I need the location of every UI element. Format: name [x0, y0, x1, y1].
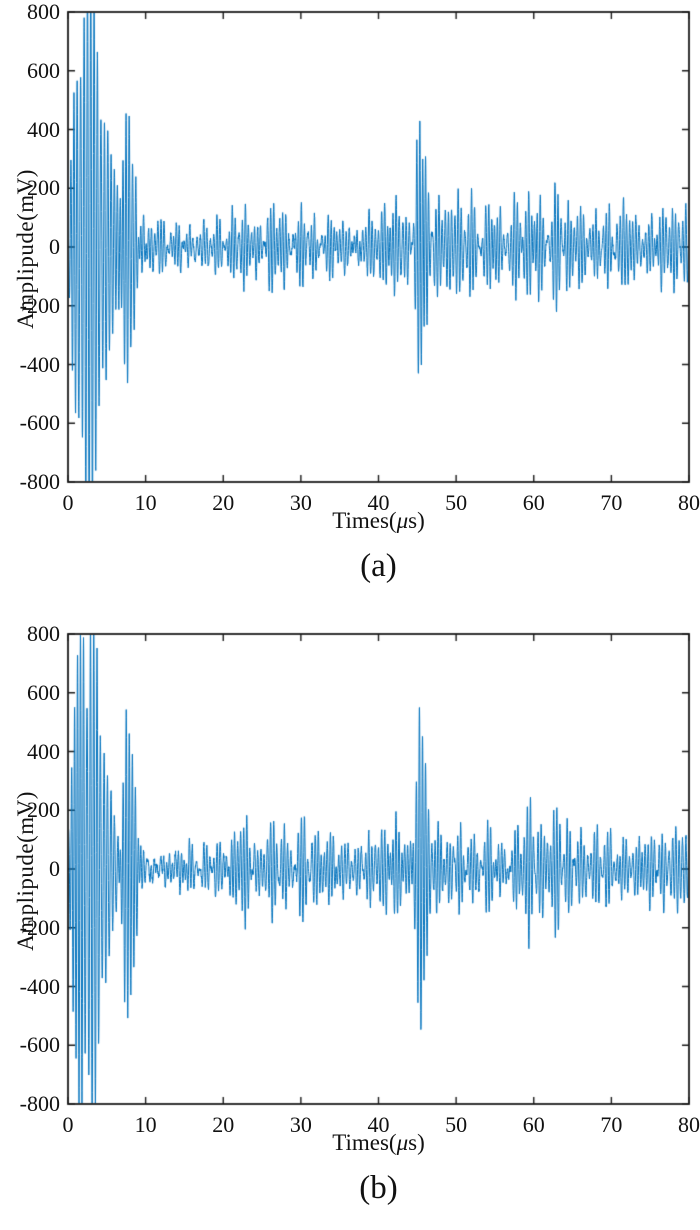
waveform-plot-b [64, 630, 693, 1108]
y-tick-label: -800 [19, 1091, 60, 1116]
y-tick-label: -600 [19, 1032, 60, 1058]
mu-symbol: μ [396, 508, 409, 533]
y-tick-label: 600 [27, 679, 60, 705]
waveform-panel-b: Amplipude(mV) 800 600 400 200 0 -200 -400 -600-… [0, 622, 700, 1230]
panel-caption-a: (a) [360, 548, 397, 584]
y-tick-label: -800 [19, 469, 60, 494]
x-axis-label-unit: s) [408, 508, 425, 533]
y-tick-label: 600 [27, 57, 60, 83]
x-axis-label-text: Times( [332, 508, 397, 533]
mu-symbol: μ [396, 1130, 409, 1155]
x-axis-label-text: Times( [332, 1130, 397, 1155]
y-tick-label: -600 [19, 410, 60, 436]
waveform-plot-a [64, 8, 693, 486]
y-axis-label-b: Amplipude(mV) [13, 791, 38, 951]
x-axis-label-unit: s) [408, 1130, 425, 1155]
x-axis-label-a: Times(μs) [68, 508, 689, 534]
panel-caption-b: (b) [359, 1170, 398, 1206]
y-axis-label-a: Amplipude(mV) [13, 169, 38, 329]
waveform-panel-a: Amplipude(mV) 800 600 400 200 0 -200 -400 -600-… [13, 0, 700, 585]
y-tick-label: 800 [27, 621, 60, 646]
y-tick-label: 800 [27, 0, 60, 24]
x-axis-label-b: Times(μs) [68, 1130, 689, 1156]
